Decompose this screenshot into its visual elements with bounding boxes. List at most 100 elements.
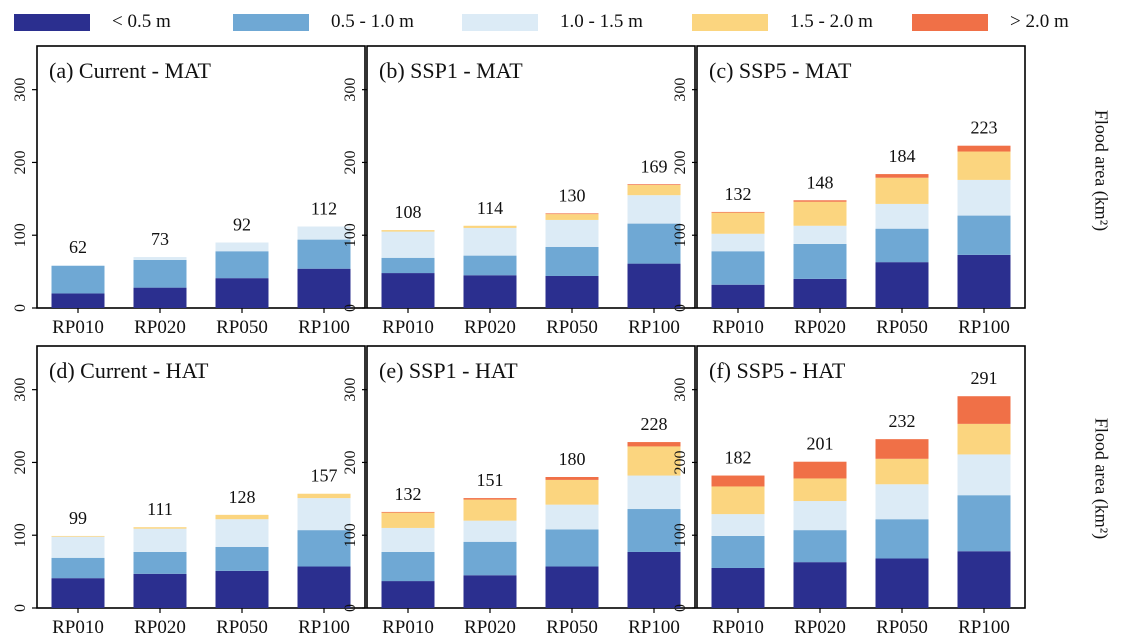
- x-tick-label: RP010: [382, 317, 434, 338]
- y-tick-label: 100: [12, 523, 29, 547]
- x-tick-label: RP010: [712, 617, 764, 638]
- bar-segment: [545, 275, 599, 308]
- legend: < 0.5 m 0.5 - 1.0 m 1.0 - 1.5 m 1.5 - 2.…: [0, 8, 1126, 36]
- x-tick-label: RP010: [52, 617, 104, 638]
- bar-segment: [545, 246, 599, 276]
- y-tick-label: 0: [342, 304, 359, 312]
- bar-segment: [463, 275, 517, 308]
- bar-segment: [545, 214, 599, 220]
- x-tick-label: RP010: [712, 317, 764, 338]
- bar-segment: [381, 273, 435, 308]
- bar-total-label: 92: [233, 215, 251, 235]
- bar-segment: [463, 575, 517, 608]
- bar-segment: [215, 242, 269, 252]
- bar-segment: [957, 454, 1011, 496]
- bar-segment: [711, 211, 765, 213]
- bar-segment: [793, 201, 847, 226]
- bar-segment: [627, 263, 681, 308]
- bar-segment: [627, 185, 681, 196]
- bar-segment: [133, 528, 187, 552]
- legend-swatch: [692, 13, 768, 31]
- y-tick-label: 200: [672, 150, 689, 174]
- plot-frame: [36, 345, 366, 609]
- bar-segment: [793, 200, 847, 202]
- legend-swatch: [14, 13, 90, 31]
- y-tick-label: 200: [12, 150, 29, 174]
- bar-segment: [381, 230, 435, 232]
- bar-segment: [463, 520, 517, 542]
- bar-segment: [793, 478, 847, 502]
- y-tick-label: 300: [672, 78, 689, 102]
- y-tick-label: 0: [672, 604, 689, 612]
- x-tick-label: RP010: [382, 617, 434, 638]
- bar-segment: [793, 225, 847, 244]
- bar-segment: [957, 145, 1011, 152]
- legend-label: < 0.5 m: [112, 11, 171, 32]
- bar-segment: [793, 562, 847, 608]
- bar-segment: [463, 498, 517, 500]
- y-tick-label: 100: [342, 523, 359, 547]
- bar-segment: [957, 495, 1011, 552]
- bar-segment: [875, 203, 929, 229]
- y-tick-label: 0: [672, 304, 689, 312]
- panel-title: (a) Current - MAT: [49, 58, 211, 83]
- bar-segment: [545, 219, 599, 247]
- chart-panel: 0 100 200 300 (c) SSP5 - MAT 132 RP010 148 RP020…: [672, 45, 1026, 338]
- bar-total-label: 169: [641, 156, 668, 176]
- bar-total-label: 73: [151, 229, 169, 249]
- bar-segment: [133, 257, 187, 260]
- bar-segment: [711, 514, 765, 536]
- bar-segment: [215, 570, 269, 608]
- bar-segment: [133, 551, 187, 574]
- bar-segment: [627, 223, 681, 264]
- bar-segment: [957, 423, 1011, 455]
- bar-segment: [957, 254, 1011, 308]
- bar-segment: [793, 278, 847, 308]
- legend-label: > 2.0 m: [1010, 11, 1069, 32]
- legend-item: 0.5 - 1.0 m: [233, 8, 414, 36]
- y-tick-label: 200: [342, 150, 359, 174]
- bar-segment: [627, 442, 681, 447]
- bar-segment: [957, 179, 1011, 216]
- bar-total-label: 132: [395, 484, 422, 504]
- bar-segment: [875, 519, 929, 559]
- bar-total-label: 182: [725, 448, 752, 468]
- bar-total-label: 148: [807, 172, 834, 192]
- bar-segment: [957, 151, 1011, 180]
- chart-panel: 0 100 200 300 (a) Current - MAT 62 RP010 73 RP02…: [12, 45, 366, 338]
- x-tick-label: RP010: [52, 317, 104, 338]
- bar-segment: [297, 498, 351, 531]
- bar-segment: [51, 536, 105, 558]
- bar-segment: [875, 262, 929, 308]
- bar-segment: [545, 566, 599, 608]
- panel-title: (d) Current - HAT: [49, 358, 209, 383]
- bar-segment: [463, 255, 517, 276]
- panel-title: (b) SSP1 - MAT: [379, 58, 523, 83]
- x-tick-label: RP050: [216, 617, 268, 638]
- bar-segment: [545, 479, 599, 505]
- bar-segment: [875, 484, 929, 520]
- x-tick-label: RP050: [546, 617, 598, 638]
- chart-panel: 0 100 200 300 (d) Current - HAT 99 RP010 111 RP0…: [12, 345, 366, 638]
- bar-segment: [215, 519, 269, 547]
- bar-segment: [133, 287, 187, 308]
- bar-total-label: 228: [641, 414, 668, 434]
- x-tick-label: RP050: [876, 617, 928, 638]
- x-tick-label: RP100: [298, 317, 350, 338]
- legend-swatch: [233, 13, 309, 31]
- x-tick-label: RP020: [464, 617, 516, 638]
- bar-segment: [133, 259, 187, 288]
- bar-segment: [875, 439, 929, 459]
- bar-segment: [215, 514, 269, 520]
- bar-total-label: 184: [889, 146, 916, 166]
- bar-segment: [381, 512, 435, 528]
- bar-segment: [875, 177, 929, 204]
- chart-panel: 0 100 200 300 (e) SSP1 - HAT 132 RP010 151 RP020…: [342, 345, 696, 638]
- bar-segment: [381, 257, 435, 274]
- y-tick-label: 0: [342, 604, 359, 612]
- legend-label: 0.5 - 1.0 m: [331, 11, 414, 32]
- bar-total-label: 128: [229, 487, 256, 507]
- x-tick-label: RP020: [134, 317, 186, 338]
- bar-total-label: 99: [69, 508, 87, 528]
